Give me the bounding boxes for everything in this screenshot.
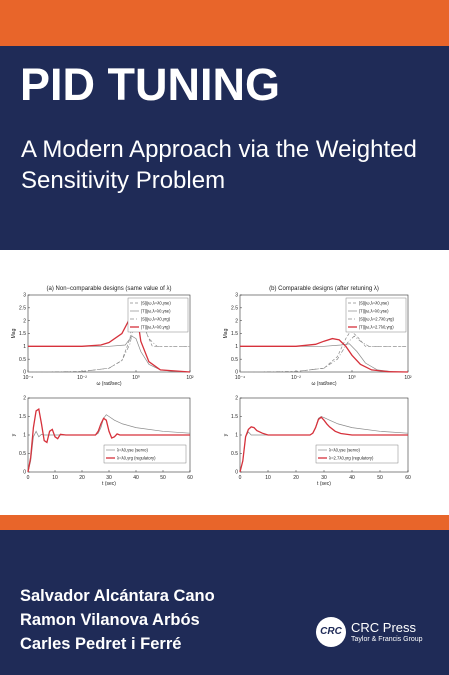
chart-bottom-right-ytick-label: 0	[235, 470, 238, 476]
chart-bottom-left-series-1	[27, 408, 190, 473]
chart-bottom-right-legend-label: λ=2.7λ0,γrg (regulatory)	[329, 456, 374, 461]
chart-top-right-xtick-label: 10²	[404, 375, 412, 381]
chart-top-right-ytick-label: 1.5	[231, 331, 238, 337]
chart-bottom-left-ytick-label: 0	[23, 470, 26, 476]
chart-top-left-series-2	[27, 314, 190, 373]
chart-top-left-legend-label: |S|(jω,λ=λ0,γse)	[141, 301, 171, 306]
crc-logo-text: CRC	[320, 626, 342, 637]
chart-bottom-right-xtick-label: 10	[265, 475, 271, 481]
chart-top-left-ytick-label: 1.5	[19, 331, 26, 337]
chart-top-left-xtick-label: 10⁰	[132, 375, 140, 381]
chart-bottom-right-xtick-label: 60	[405, 475, 411, 481]
chart-top-left-ytick-label: 0.5	[19, 357, 26, 363]
chart-top-left-xtick-label: 10⁻²	[77, 375, 87, 381]
publisher-name: CRC Press	[351, 620, 417, 635]
chart-top-right-ytick-label: 2.5	[231, 306, 238, 312]
chart-top-left-legend-label: |S|(jω,λ=λ0,γrg)	[141, 317, 171, 322]
chart-bottom-left-ylabel: y	[11, 433, 17, 436]
chart-bottom-right-xtick-label: 0	[239, 475, 242, 481]
chart-top-left-legend-label: |T|(jω,λ=λ0,γrg)	[141, 325, 170, 330]
chart-bottom-left-xtick-label: 20	[79, 475, 85, 481]
book-subtitle: A Modern Approach via the Weighted Sensi…	[21, 136, 417, 194]
chart-top-left-ytick-label: 2	[23, 318, 26, 324]
chart-bottom-right-xlabel: t (sec)	[317, 481, 331, 487]
chart-bottom-left-xtick-label: 10	[52, 475, 58, 481]
middle-orange-band	[0, 515, 449, 530]
chart-bottom-right-ytick-label: 1	[235, 433, 238, 439]
chart-top-left-xlabel: ω (rad/sec)	[96, 381, 121, 387]
chart-bottom-left-legend-box	[103, 444, 187, 464]
top-orange-band	[0, 0, 449, 46]
chart-top-right-title: (b) Comparable designs (after retuning λ…	[269, 286, 379, 292]
chart-top-left-legend-label: |T|(jω,λ=λ0,γse)	[141, 309, 171, 314]
chart-top-left-xtick-label: 10⁻⁴	[23, 375, 33, 381]
chart-top-right-ytick-label: 0.5	[231, 357, 238, 363]
publisher-mark: CRC CRC Press Taylor & Francis Group	[316, 617, 442, 649]
crc-logo-icon: CRC	[316, 617, 346, 647]
chart-top-right-ytick-label: 1	[235, 344, 238, 350]
author-2: Ramon Vilanova Arbós	[20, 611, 200, 629]
chart-top-right-legend-label: |T|(jω,λ=λ0,γse)	[359, 309, 389, 314]
chart-top-left-title: (a) Non−comparable designs (same value o…	[47, 286, 172, 292]
chart-top-left-xtick-label: 10²	[186, 375, 194, 381]
chart-top-right-series-3	[240, 337, 409, 373]
chart-bottom-right-ylabel: y	[223, 433, 229, 436]
chart-top-right-ytick-label: 3	[235, 293, 238, 299]
chart-bottom-left-ytick-label: 1	[23, 433, 26, 439]
chart-top-left-ylabel: Mag	[11, 328, 17, 338]
chart-bottom-left-xtick-label: 0	[27, 475, 30, 481]
chart-bottom-left-ytick-label: 1.5	[19, 414, 26, 420]
chart-bottom-left-ytick-label: 2	[23, 396, 26, 402]
chart-bottom-left-xtick-label: 50	[160, 475, 166, 481]
title-panel	[0, 46, 449, 250]
chart-bottom-left-xtick-label: 40	[133, 475, 139, 481]
chart-top-right-legend-box	[345, 297, 407, 333]
chart-top-left-ytick-label: 0	[23, 370, 26, 376]
chart-top-right-legend-label: |T|(jω,λ=2.7λ0,γrg)	[359, 325, 394, 330]
chart-top-right-xtick-label: 10⁰	[348, 375, 356, 381]
chart-bottom-left-legend-label: λ=λ0,γrg (regulatory)	[117, 456, 156, 461]
cover-figure: 10⁻⁴ 10⁻² 10⁰ 10² 0 0.5 1 1.5 2 2.5 3 (a) Non−compa…	[0, 250, 449, 515]
chart-bottom-right-xtick-label: 30	[321, 475, 327, 481]
chart-bottom-left-ytick-label: 0.5	[19, 451, 26, 457]
chart-top-left-ytick-label: 3	[23, 293, 26, 299]
chart-bottom-left-xtick-label: 30	[106, 475, 112, 481]
chart-bottom-right-xtick-label: 50	[377, 475, 383, 481]
chart-top-right-legend-label: |S|(jω,λ=λ0,γse)	[359, 301, 389, 306]
author-1: Salvador Alcántara Cano	[20, 587, 215, 605]
chart-top-right-xtick-label: 10⁻⁴	[235, 375, 245, 381]
chart-bottom-right-xtick-label: 20	[293, 475, 299, 481]
plots-svg: 10⁻⁴ 10⁻² 10⁰ 10² 0 0.5 1 1.5 2 2.5 3 (a) Non−compa…	[11, 286, 412, 487]
chart-bottom-right-ytick-label: 0.5	[231, 451, 238, 457]
chart-bottom-left-xtick-label: 60	[187, 475, 193, 481]
chart-top-left-ytick-label: 1	[23, 344, 26, 350]
chart-bottom-right-legend-box	[315, 444, 399, 464]
chart-top-right-ylabel: Mag	[223, 328, 229, 338]
author-panel	[0, 530, 449, 675]
chart-top-right-ytick-label: 0	[235, 370, 238, 376]
chart-bottom-left-legend-label: λ=λ0,γse (servo)	[117, 448, 148, 453]
chart-bottom-right-xtick-label: 40	[349, 475, 355, 481]
chart-top-right-xtick-label: 10⁻²	[291, 375, 301, 381]
chart-bottom-right-series-1	[239, 416, 408, 473]
chart-bottom-right-ytick-label: 1.5	[231, 414, 238, 420]
author-3: Carles Pedret i Ferré	[20, 635, 182, 653]
chart-top-right-xlabel: ω (rad/sec)	[311, 381, 336, 387]
chart-top-right-ytick-label: 2	[235, 318, 238, 324]
publisher-tagline: Taylor & Francis Group	[351, 636, 423, 643]
chart-top-left-ytick-label: 2.5	[19, 306, 26, 312]
book-title: PID TUNING	[20, 59, 281, 110]
chart-bottom-left-xlabel: t (sec)	[102, 481, 116, 487]
chart-bottom-right-legend-label: λ=λ0,γse (servo)	[329, 448, 360, 453]
chart-top-left-legend-box	[127, 297, 189, 333]
chart-bottom-right-ytick-label: 2	[235, 396, 238, 402]
chart-top-right-legend-label: |S|(jω,λ=2.7λ0,γrg)	[359, 317, 394, 322]
